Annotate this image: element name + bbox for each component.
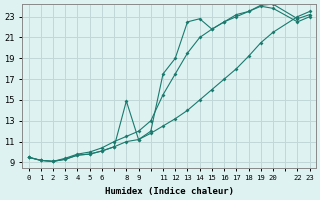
X-axis label: Humidex (Indice chaleur): Humidex (Indice chaleur): [105, 187, 234, 196]
